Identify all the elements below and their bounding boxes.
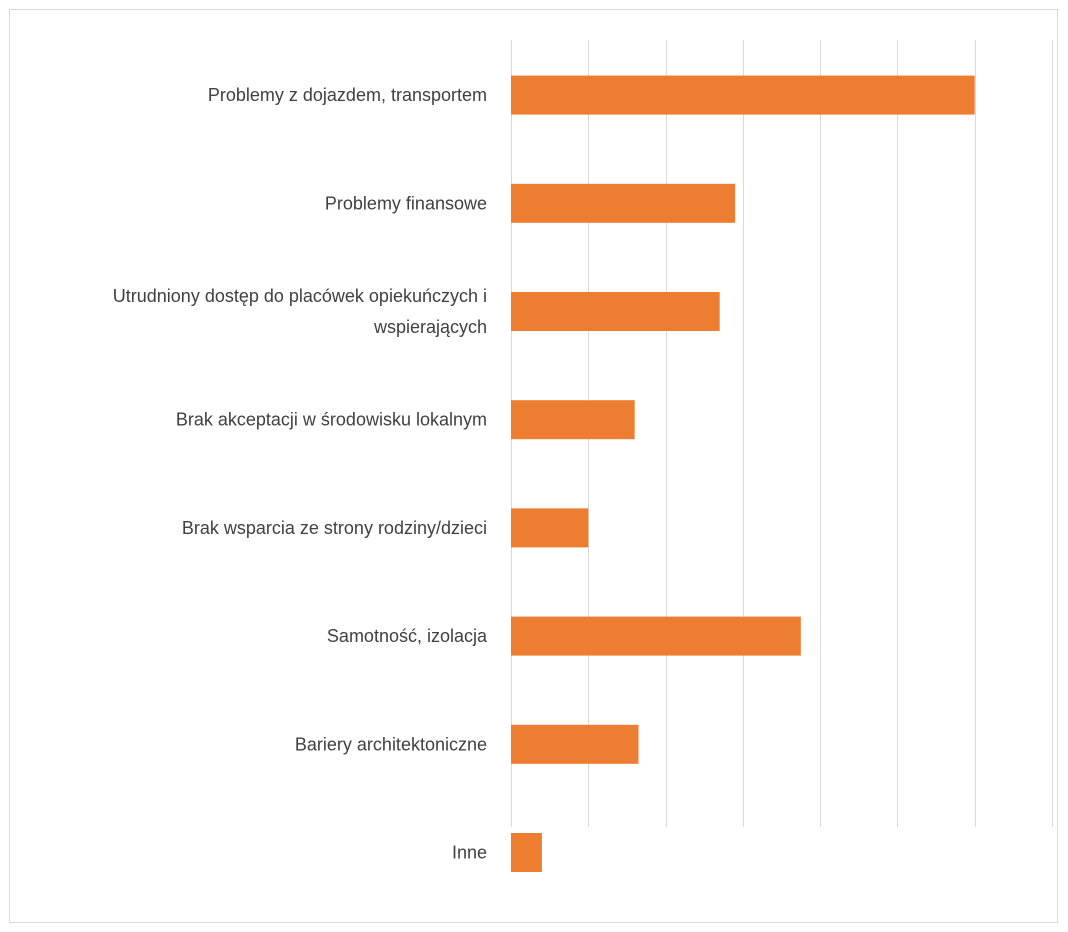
bar-2 — [511, 292, 720, 331]
bar-6 — [511, 724, 639, 764]
category-label-3: Brak akceptacji w środowisku lokalnym — [176, 410, 487, 430]
bar-5 — [511, 616, 801, 656]
category-labels: Problemy z dojazdem, transportem Problemy… — [113, 85, 488, 862]
gridlines — [511, 40, 1053, 827]
bars — [511, 75, 975, 872]
category-label-0: Problemy z dojazdem, transportem — [208, 85, 487, 105]
category-label-2-line-1: wspierających — [373, 317, 487, 337]
bar-1 — [511, 183, 736, 223]
bar-0 — [511, 75, 975, 115]
category-label-2-line-0: Utrudniony dostęp do placówek opiekuńczy… — [113, 286, 487, 306]
category-label-5: Samotność, izolacja — [327, 626, 488, 646]
bar-3 — [511, 400, 635, 440]
category-label-7: Inne — [452, 843, 487, 863]
chart-frame — [9, 9, 1058, 923]
bar-7 — [511, 833, 542, 872]
bar-4 — [511, 508, 589, 548]
category-label-6: Bariery architektoniczne — [295, 734, 487, 754]
category-label-4: Brak wsparcia ze strony rodziny/dzieci — [182, 518, 487, 538]
category-label-1: Problemy finansowe — [325, 193, 487, 213]
